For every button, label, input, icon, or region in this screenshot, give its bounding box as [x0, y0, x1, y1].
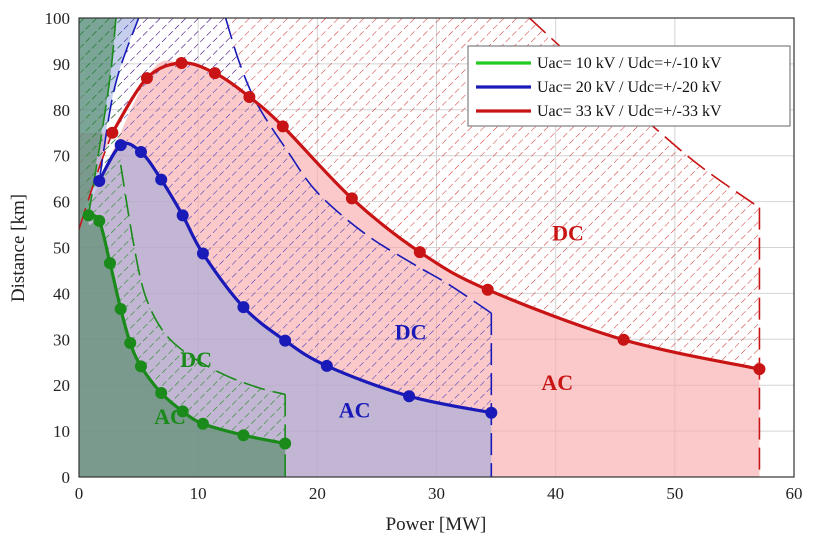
region-labels: AC DC AC DC AC DC	[154, 221, 584, 430]
x-tick-label: 60	[786, 484, 803, 503]
y-tick-label: 20	[53, 376, 70, 395]
blue-data-point	[237, 301, 250, 314]
blue-dc-boundary	[224, 18, 492, 314]
blue-data-point	[134, 146, 147, 159]
blue-data-point	[403, 390, 416, 403]
red-data-point	[243, 90, 256, 103]
blue-data-point	[279, 334, 292, 347]
blue-data-point	[155, 173, 168, 186]
y-tick-label: 90	[53, 55, 70, 74]
y-tick-label: 100	[45, 9, 71, 28]
green-data-point	[114, 303, 127, 316]
green-data-point	[103, 257, 116, 270]
green-data-point	[176, 405, 189, 418]
y-tick-label: 60	[53, 193, 70, 212]
x-axis-label: Power [MW]	[386, 514, 487, 535]
y-tick-label: 80	[53, 101, 70, 120]
red-data-point	[106, 126, 119, 139]
blue-data-point	[320, 359, 333, 372]
green-dc-label: DC	[180, 347, 212, 372]
green-ac-region	[79, 18, 286, 477]
y-tick-label: 10	[53, 422, 70, 441]
blue-data-point	[93, 174, 106, 187]
x-tick-label: 50	[666, 484, 683, 503]
red-data-point	[208, 67, 221, 80]
blue-dc-region	[79, 18, 492, 413]
y-tick-label: 40	[53, 284, 70, 303]
green-data-point	[124, 336, 137, 349]
y-tick-label: 70	[53, 147, 70, 166]
blue-data-point	[114, 139, 127, 152]
red-data-point	[753, 363, 766, 376]
y-tick-label: 50	[53, 239, 70, 258]
red-ac-label: AC	[541, 370, 573, 395]
red-data-point	[140, 72, 153, 85]
tick-labels: 0 10 20 30 40 50 60 0 10 20 30 40 50 60 70 80 90 100	[45, 9, 803, 503]
green-data-point	[237, 429, 250, 442]
x-tick-label: 0	[75, 484, 84, 503]
green-data-point	[82, 209, 95, 222]
legend-label-green: Uac= 10 kV / Udc=+/-10 kV	[537, 55, 722, 72]
legend: Uac= 10 kV / Udc=+/-10 kV Uac= 20 kV / Ud…	[467, 45, 791, 127]
green-data-point	[279, 437, 292, 450]
legend-label-blue: Uac= 20 kV / Udc=+/-20 kV	[537, 79, 722, 96]
x-tick-label: 30	[428, 484, 445, 503]
red-data-point	[413, 246, 426, 259]
legend-box	[467, 45, 791, 127]
red-data-point	[276, 120, 289, 133]
green-dc-limit-left	[87, 18, 117, 216]
red-data-point	[617, 333, 630, 346]
red-dc-label: DC	[552, 221, 584, 246]
y-tick-label: 0	[62, 468, 71, 487]
plot-frame	[78, 17, 795, 478]
blue-data-point	[485, 406, 498, 419]
blue-dc-label: DC	[395, 319, 427, 344]
x-tick-label: 10	[190, 484, 207, 503]
green-data-point	[93, 214, 106, 227]
x-tick-label: 20	[309, 484, 326, 503]
green-data-point	[134, 360, 147, 373]
green-data-point	[196, 417, 209, 430]
blue-dc-limit-left	[98, 18, 140, 182]
y-axis-label: Distance [km]	[8, 194, 29, 302]
y-tick-label: 30	[53, 330, 70, 349]
blue-data-point	[176, 209, 189, 222]
blue-ac-label: AC	[339, 397, 371, 422]
blue-data-point	[196, 247, 209, 260]
green-ac-label: AC	[154, 404, 186, 429]
red-data-point	[175, 56, 188, 69]
data-markers	[82, 56, 766, 450]
legend-label-red: Uac= 33 kV / Udc=+/-33 kV	[537, 103, 722, 120]
x-tick-label: 40	[547, 484, 564, 503]
green-dc-boundary	[119, 164, 286, 396]
red-data-point	[345, 192, 358, 205]
red-data-point	[481, 283, 494, 296]
green-data-point	[155, 387, 168, 400]
